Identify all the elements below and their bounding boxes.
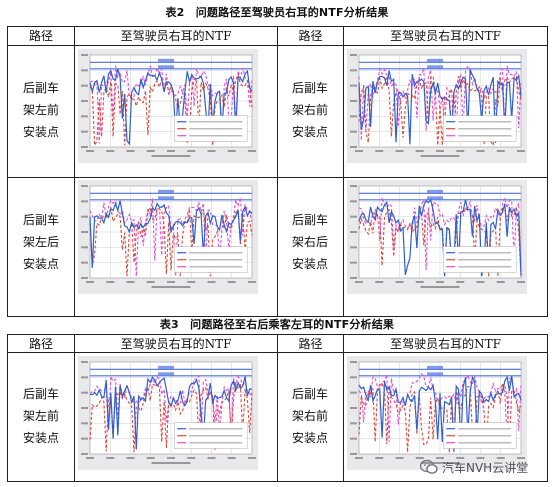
table2: 路径 至驾驶员右耳的NTF 路径 至驾驶员右耳的NTF 后副车 架左前 安装点 后副… [7,26,548,317]
ntf-plot-t3-left-front [78,356,258,470]
ntf-plot-graphic [78,356,258,470]
table2-caption: 表2 问题路径至驾驶员右耳的NTF分析结果 [165,6,389,19]
table2-header-ntf-right: 至驾驶员右耳的NTF [390,29,501,43]
table3: 路径 至驾驶员右耳的NTF 路径 至驾驶员右耳的NTF 后副车 架左前 安装点 后副… [7,334,548,482]
table3-header-ntf-left: 至驾驶员右耳的NTF [120,337,232,351]
table3-header-path-right: 路径 [298,337,323,351]
table2-header-path-right: 路径 [298,29,323,43]
ntf-plot-left-rear [78,180,258,294]
table3-caption: 表3 问题路径至右后乘客左耳的NTF分析结果 [159,318,395,331]
table2-header-path-left: 路径 [28,29,53,43]
table2-row2-right-label: 后副车 架右后 安装点 [291,213,328,271]
ntf-plot-graphic [347,49,527,163]
watermark: 汽车NVH云讲堂 [420,457,528,477]
ntf-plot-right-rear [347,180,527,294]
table3-header-path-left: 路径 [28,337,53,351]
ntf-plot-graphic [347,180,527,294]
table3-header-ntf-right: 至驾驶员右耳的NTF [390,337,501,351]
ntf-plot-graphic [347,356,527,470]
wechat-icon [420,459,438,474]
ntf-plot-right-front [347,49,527,163]
ntf-plot-t3-right-front [347,356,527,470]
watermark-text: 汽车NVH云讲堂 [442,460,529,475]
table3-row1-left-label: 后副车 架左前 安装点 [22,387,59,445]
table2-row2-left-label: 后副车 架左后 安装点 [22,213,59,271]
ntf-plot-graphic [78,49,258,163]
ntf-plot-graphic [78,180,258,294]
table2-header-ntf-left: 至驾驶员右耳的NTF [120,29,232,43]
table2-row1-left-label: 后副车 架左前 安装点 [22,81,59,139]
table2-row1-right-label: 后副车 架右前 安装点 [291,81,328,139]
table3-row1-right-label: 后副车 架右前 安装点 [291,387,328,445]
ntf-plot-left-front [78,49,258,163]
